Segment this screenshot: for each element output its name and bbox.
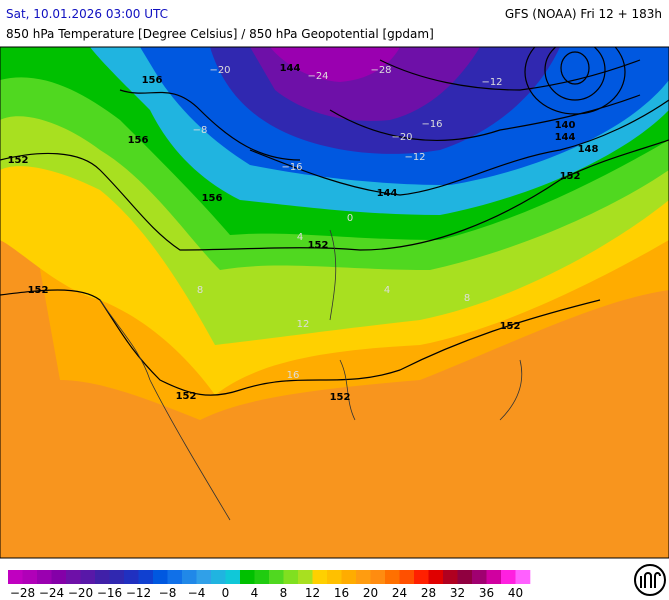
colorbar-swatch xyxy=(153,570,168,584)
colorbar-swatch xyxy=(385,570,400,584)
temperature-label: −8 xyxy=(193,125,208,136)
colorbar-swatch xyxy=(312,570,328,584)
colorbar-swatch xyxy=(109,570,125,584)
colorbar-swatch xyxy=(341,570,357,584)
colorbar-label: −16 xyxy=(97,586,122,600)
geopotential-label: 148 xyxy=(578,144,599,155)
colorbar-swatch xyxy=(8,570,23,584)
geopotential-label: 152 xyxy=(308,240,329,251)
temperature-label: −20 xyxy=(391,132,412,143)
colorbar-label: −28 xyxy=(10,586,35,600)
geopotential-label: 152 xyxy=(176,391,197,402)
colorbar-label: −20 xyxy=(68,586,93,600)
colorbar-swatch xyxy=(399,570,415,584)
colorbar-swatch xyxy=(443,570,458,584)
colorbar-swatch xyxy=(515,570,531,584)
temperature-label: −28 xyxy=(370,65,391,76)
colorbar-swatch xyxy=(472,570,487,584)
geopotential-label: 152 xyxy=(330,392,351,403)
colorbar-swatch xyxy=(66,570,81,584)
geopotential-label: 156 xyxy=(202,193,223,204)
geopotential-label: 156 xyxy=(128,135,149,146)
colorbar-swatch xyxy=(196,570,212,584)
colorbar-swatch xyxy=(167,570,183,584)
colorbar-label: 28 xyxy=(421,586,436,600)
colorbar-swatch xyxy=(486,570,502,584)
geopotential-label: 144 xyxy=(280,63,301,74)
temperature-label: −16 xyxy=(421,119,442,130)
colorbar-label: −24 xyxy=(39,586,64,600)
colorbar-swatch xyxy=(22,570,38,584)
map xyxy=(0,46,669,559)
logo xyxy=(634,564,666,596)
colorbar-label: 40 xyxy=(508,586,523,600)
colorbar-swatch xyxy=(225,570,241,584)
geopotential-label: 152 xyxy=(28,285,49,296)
colorbar-swatch xyxy=(124,570,139,584)
temperature-label: 4 xyxy=(297,232,303,243)
colorbar-swatch xyxy=(269,570,284,584)
temperature-label: 8 xyxy=(197,285,203,296)
model-run: GFS (NOAA) Fri 12 + 183h xyxy=(505,7,662,21)
geopotential-label: 152 xyxy=(8,155,29,166)
colorbar-swatch xyxy=(370,570,386,584)
colorbar-swatch xyxy=(283,570,299,584)
colorbar-swatch xyxy=(240,570,255,584)
colorbar-swatch xyxy=(414,570,429,584)
colorbar-label: 32 xyxy=(450,586,465,600)
colorbar: −28 −24 −20 −16 −12 −8 −4 0 4 8 12 16 20 24 28 32 36 40 xyxy=(8,570,531,600)
geopotential-label: 140 xyxy=(555,120,576,131)
temperature-label: 4 xyxy=(384,285,390,296)
colorbar-swatch xyxy=(37,570,52,584)
colorbar-swatch xyxy=(428,570,444,584)
temperature-label: 8 xyxy=(464,293,470,304)
colorbar-swatch xyxy=(327,570,342,584)
colorbar-swatch xyxy=(501,570,516,584)
geopotential-label: 156 xyxy=(142,75,163,86)
colorbar-swatch xyxy=(51,570,67,584)
temperature-label: −24 xyxy=(307,71,328,82)
colorbar-swatch xyxy=(211,570,226,584)
colorbar-label: 0 xyxy=(222,586,230,600)
colorbar-label: 4 xyxy=(251,586,259,600)
colorbar-label: −8 xyxy=(159,586,177,600)
geopotential-label: 144 xyxy=(555,132,576,143)
colorbar-swatch xyxy=(457,570,473,584)
colorbar-label: 12 xyxy=(305,586,320,600)
temperature-label: −12 xyxy=(481,77,502,88)
temperature-label: −20 xyxy=(209,65,230,76)
valid-time: Sat, 10.01.2026 03:00 UTC xyxy=(6,7,168,21)
colorbar-label: 20 xyxy=(363,586,378,600)
colorbar-label: 16 xyxy=(334,586,349,600)
temperature-label: 16 xyxy=(287,370,300,381)
temperature-label: −12 xyxy=(404,152,425,163)
geopotential-label: 144 xyxy=(377,188,398,199)
colorbar-swatch xyxy=(356,570,371,584)
colorbar-label: 24 xyxy=(392,586,407,600)
temperature-label: 0 xyxy=(347,213,353,224)
colorbar-label: 36 xyxy=(479,586,494,600)
geopotential-label: 152 xyxy=(560,171,581,182)
map-title: 850 hPa Temperature [Degree Celsius] / 8… xyxy=(6,27,434,41)
colorbar-swatch xyxy=(298,570,313,584)
temperature-label: −16 xyxy=(281,162,302,173)
colorbar-label: −12 xyxy=(126,586,151,600)
colorbar-swatch xyxy=(182,570,197,584)
colorbar-label: 8 xyxy=(280,586,288,600)
colorbar-swatch xyxy=(138,570,154,584)
colorbar-swatch xyxy=(80,570,96,584)
colorbar-swatch xyxy=(254,570,270,584)
geopotential-label: 152 xyxy=(500,321,521,332)
colorbar-label: −4 xyxy=(188,586,206,600)
temperature-label: 12 xyxy=(297,319,310,330)
colorbar-swatch xyxy=(95,570,110,584)
